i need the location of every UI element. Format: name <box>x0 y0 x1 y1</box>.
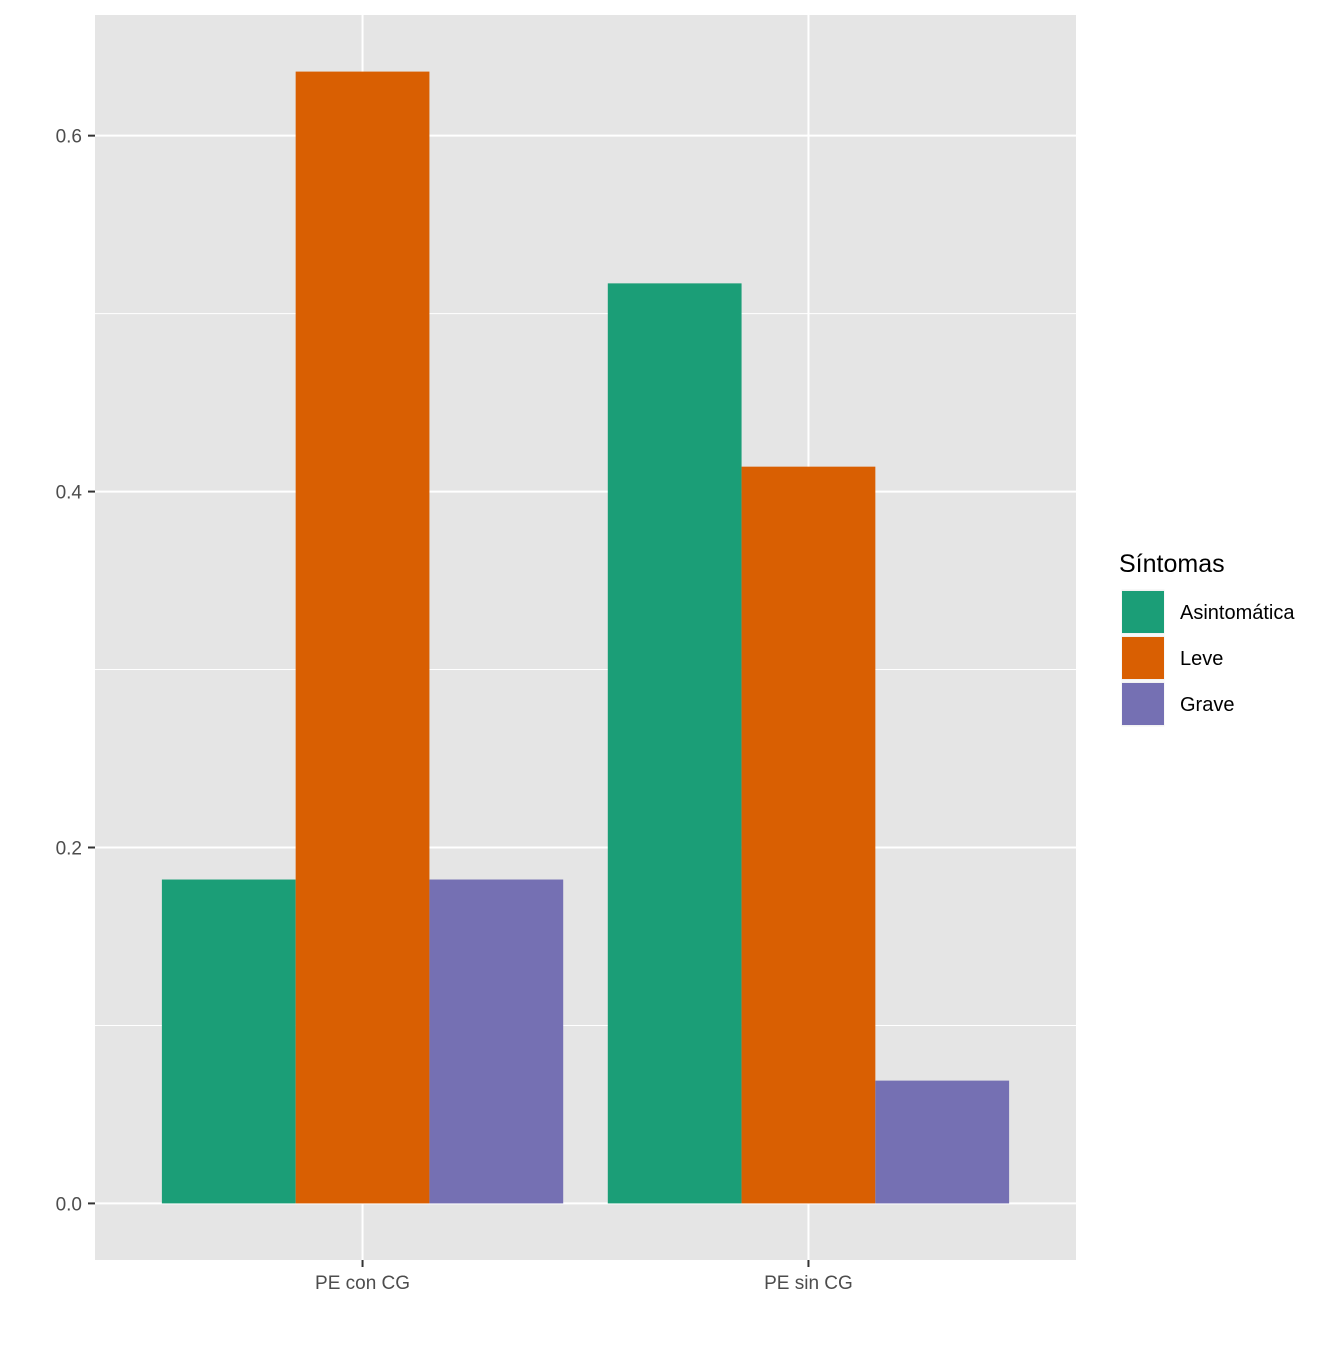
legend-swatch-leve <box>1122 637 1164 679</box>
legend-label: Asintomática <box>1180 602 1295 624</box>
legend-swatch-asintomática <box>1122 591 1164 633</box>
x-tick-label: PE sin CG <box>764 1273 853 1294</box>
y-tick-label: 0.0 <box>56 1194 82 1215</box>
y-axis: 0.0 0.2 0.4 0.6 <box>56 127 95 1215</box>
x-axis: PE con CG PE sin CG <box>315 1260 853 1294</box>
bar-grave-0 <box>429 879 564 1204</box>
y-tick-label: 0.2 <box>56 838 82 859</box>
bar-grave-1 <box>875 1080 1010 1204</box>
bar-asintomática-1 <box>607 283 742 1204</box>
y-tick-label: 0.4 <box>56 483 83 504</box>
legend: Síntomas Asintomática Leve Grave <box>1119 550 1295 728</box>
legend-title: Síntomas <box>1119 550 1225 578</box>
legend-label: Leve <box>1180 648 1223 670</box>
bar-leve-1 <box>741 466 876 1204</box>
x-tick-label: PE con CG <box>315 1273 410 1294</box>
y-tick-label: 0.6 <box>56 127 82 148</box>
bars <box>161 71 1010 1204</box>
legend-swatch-grave <box>1122 683 1164 725</box>
bar-leve-0 <box>295 71 430 1204</box>
legend-label: Grave <box>1180 694 1234 716</box>
bar-asintomática-0 <box>161 879 296 1204</box>
